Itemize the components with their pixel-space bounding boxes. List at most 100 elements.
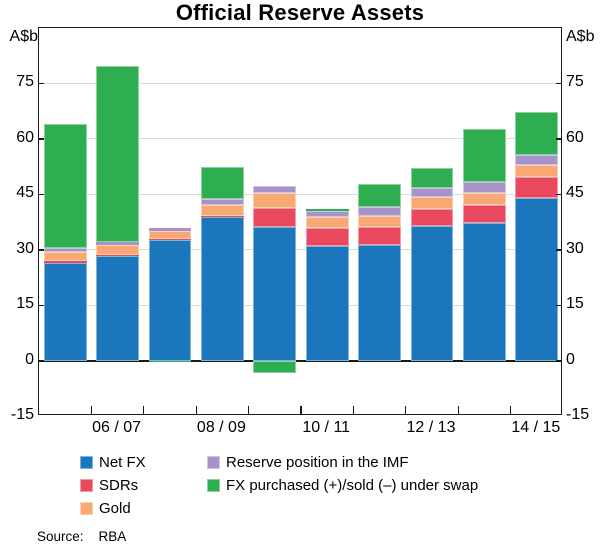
legend-item-imf: Reserve position in the IMF <box>207 454 478 471</box>
legend-column-2: Reserve position in the IMF FX purchased… <box>207 454 478 494</box>
bar-segment-10-11-net <box>305 245 349 361</box>
bar-segment-09-10-sdrs <box>253 208 297 227</box>
legend-item-net-fx: Net FX <box>80 454 146 471</box>
bar-segment-05-06-sdrs <box>43 260 87 263</box>
bar-segment-08-09-fx <box>200 166 244 200</box>
bar-segment-05-06-reserve <box>43 247 87 253</box>
bar-segment-10-11-fx <box>305 209 349 211</box>
bar-segment-12-13-gold <box>410 197 454 210</box>
x-axis-label-10/11: 10 / 11 <box>302 419 351 436</box>
gridline-60 <box>39 138 561 140</box>
bar-segment-10-11-gold <box>305 216 349 228</box>
bar-segment-12-13-sdrs <box>410 209 454 226</box>
gridline-15 <box>39 304 561 306</box>
left-axis-tick-0 <box>39 360 44 362</box>
legend-item-sdrs: SDRs <box>80 477 146 494</box>
right-axis-tick-0 <box>556 360 561 362</box>
bar-segment-11-12-gold <box>358 216 402 227</box>
x-axis-label-12/13: 12 / 13 <box>406 419 456 436</box>
right-axis-tick-30 <box>556 249 561 251</box>
x-axis-tick-4 <box>247 406 250 414</box>
legend-item-gold: Gold <box>80 500 146 517</box>
unit-label-right: A$b <box>566 28 595 45</box>
y-axis-label-right-0: 0 <box>566 350 575 368</box>
source-label: Source: <box>37 529 84 544</box>
bar-segment-07-08-sdrs <box>148 239 192 241</box>
legend-label-swap: FX purchased (+)/sold (–) under swap <box>226 477 479 494</box>
bar-segment-08-09-sdrs <box>200 215 244 218</box>
bar-segment-09-10-reserve <box>253 186 297 194</box>
bar-segment-12-13-net <box>410 225 454 361</box>
bar-segment-07-08-gold <box>148 231 192 240</box>
bar-segment-06-07-fx <box>96 66 140 242</box>
bar-segment-12-13-fx <box>410 168 454 189</box>
y-axis-label-right-30: 30 <box>566 239 584 257</box>
net-fx-swatch-icon <box>80 456 93 469</box>
bar-segment-07-08-net <box>148 240 192 361</box>
bar-segment-06-07-reserve <box>96 241 140 245</box>
y-axis-label-left-75: 75 <box>16 73 34 91</box>
bar-segment-08-09-reserve <box>200 199 244 205</box>
legend-label-imf: Reserve position in the IMF <box>226 454 409 471</box>
x-axis-label-08/09: 08 / 09 <box>196 419 246 436</box>
x-axis-tick-8 <box>457 406 459 414</box>
legend-label-net-fx: Net FX <box>99 454 146 471</box>
plot-area <box>38 27 562 415</box>
zero-line <box>39 359 561 362</box>
x-axis-tick-1 <box>90 406 93 414</box>
y-axis-label-left-15: 15 <box>16 295 34 313</box>
bar-segment-14-15-gold <box>515 165 559 177</box>
bar-segment-09-10-net <box>253 226 297 361</box>
bar-segment-10-11-reserve <box>305 210 349 217</box>
gridline-75 <box>39 82 561 84</box>
bar-segment-14-15-reserve <box>515 155 559 166</box>
bar-segment-08-09-gold <box>200 204 244 216</box>
y-axis-label-right--15: -15 <box>566 406 590 423</box>
legend-column-1: Net FX SDRs Gold <box>80 454 146 517</box>
right-axis-tick-15 <box>556 304 561 307</box>
y-axis-label-right-45: 45 <box>566 184 584 202</box>
bar-segment-14-15-sdrs <box>515 176 559 199</box>
source-note: Source: RBA <box>37 529 126 544</box>
bar-segment-14-15-net <box>515 198 559 361</box>
y-axis-label-left-60: 60 <box>16 128 34 146</box>
bar-segment-14-15-fx <box>515 111 559 156</box>
bar-segment-13-14-fx <box>462 129 506 182</box>
bar-segment-13-14-gold <box>462 192 506 205</box>
gold-swatch-icon <box>80 502 93 515</box>
bar-segment-06-07-sdrs <box>96 254 140 257</box>
y-axis-label-right-75: 75 <box>566 73 584 91</box>
bar-segment-07-08-fx <box>148 360 192 363</box>
right-axis-tick-75 <box>556 82 561 85</box>
bar-segment-10-11-sdrs <box>305 227 349 246</box>
chart-title: Official Reserve Assets <box>175 0 425 25</box>
bar-segment-09-10-fx <box>253 360 297 374</box>
y-axis-label-right-60: 60 <box>566 128 584 146</box>
x-axis-tick-9 <box>509 406 512 414</box>
y-axis-label-left-0: 0 <box>25 350 34 368</box>
y-axis-label-left-30: 30 <box>16 239 34 257</box>
legend-item-swap: FX purchased (+)/sold (–) under swap <box>207 477 478 494</box>
x-axis-label-14/15: 14 / 15 <box>511 419 561 436</box>
y-axis-label-left-45: 45 <box>16 184 34 202</box>
bar-segment-08-09-net <box>200 217 244 361</box>
bar-segment-11-12-fx <box>358 184 402 207</box>
bar-segment-11-12-reserve <box>358 206 402 217</box>
imf-swatch-icon <box>207 456 220 469</box>
x-axis-tick-3 <box>195 406 197 414</box>
right-axis-tick-45 <box>556 193 561 196</box>
legend-label-gold: Gold <box>99 500 131 517</box>
bar-segment-05-06-fx <box>43 124 87 248</box>
bar-segment-13-14-sdrs <box>462 205 506 223</box>
bar-segment-06-07-gold <box>96 244 140 255</box>
source-value: RBA <box>98 529 127 544</box>
unit-label-left: A$b <box>9 28 38 45</box>
bar-segment-13-14-reserve <box>462 181 506 193</box>
swap-swatch-icon <box>207 479 220 492</box>
x-axis-tick-7 <box>405 406 407 414</box>
x-axis-tick-5 <box>300 406 302 414</box>
legend-label-sdrs: SDRs <box>99 477 139 494</box>
bar-segment-05-06-net <box>43 262 87 361</box>
sdrs-swatch-icon <box>80 479 93 492</box>
right-axis-tick-60 <box>556 138 561 140</box>
